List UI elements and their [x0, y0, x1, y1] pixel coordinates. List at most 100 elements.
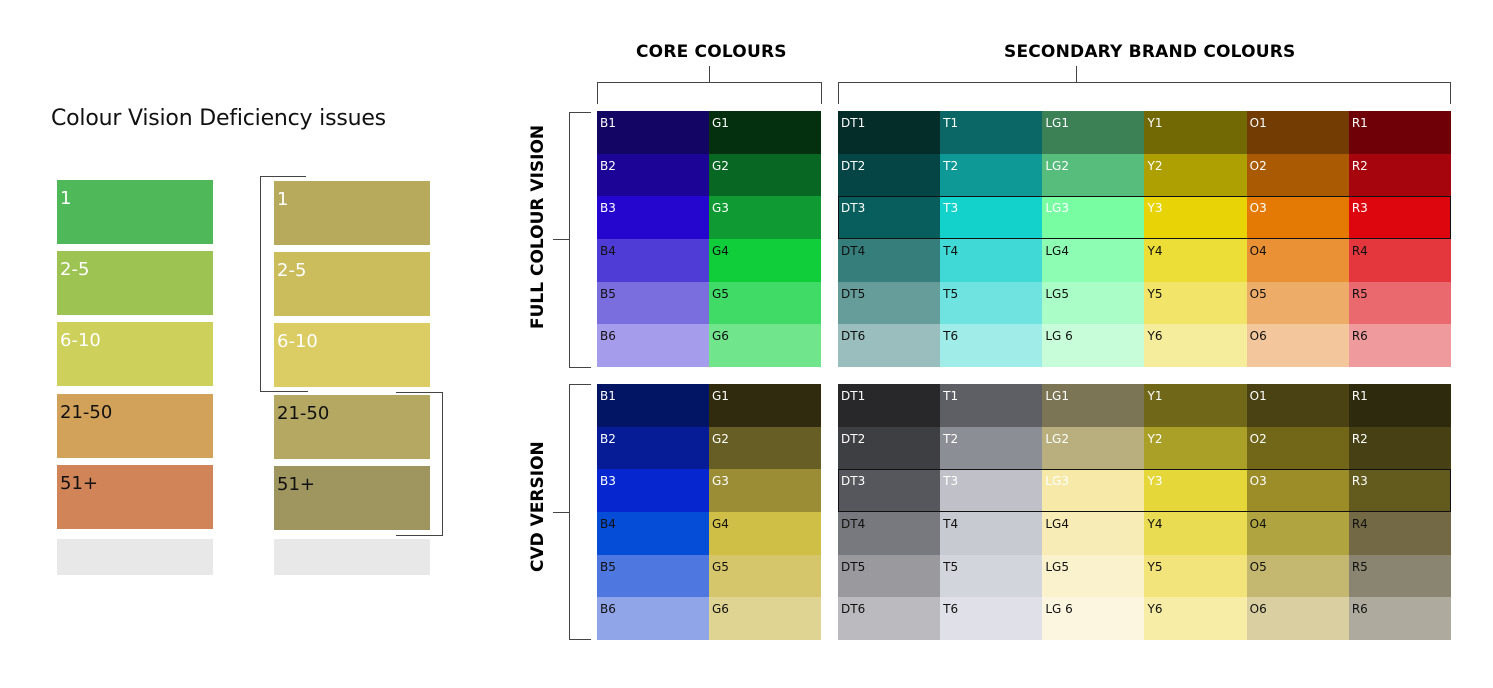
swatch-o2: O2	[1246, 153, 1349, 197]
swatch-lg3: LG3	[1042, 469, 1145, 513]
swatch-lg2: LG2	[1042, 153, 1145, 197]
swatch-b4: B4	[597, 512, 709, 555]
legend-bar: 2-5	[57, 251, 213, 315]
swatch-o4: O4	[1246, 512, 1349, 555]
swatch-g6: G6	[709, 597, 821, 641]
legend-bar: 21-50	[57, 394, 213, 458]
swatch-g4: G4	[709, 512, 821, 555]
swatch-dt4: DT4	[838, 512, 941, 555]
swatch-lg6: LG 6	[1042, 597, 1145, 641]
swatch-t4: T4	[940, 239, 1043, 282]
legend-bar	[274, 539, 430, 575]
swatch-lg2: LG2	[1042, 426, 1145, 470]
swatch-lg1: LG1	[1042, 111, 1145, 154]
swatch-o2: O2	[1246, 426, 1349, 470]
full-secondary-swatch-grid: DT1 T1 LG1 Y1 O1 R1 DT2 T2 LG2 Y2 O2 R2 DT3 T3 LG3 Y3 O3…	[838, 111, 1451, 368]
swatch-o5: O5	[1246, 281, 1349, 325]
swatch-t3: T3	[940, 196, 1043, 240]
swatch-t3: T3	[940, 469, 1043, 513]
legend-bar: 51+	[274, 466, 430, 530]
core-colours-heading: CORE COLOURS	[636, 42, 787, 62]
swatch-y2: Y2	[1144, 153, 1247, 197]
legend-bar: 51+	[57, 465, 213, 529]
legend-bar: 1	[274, 181, 430, 245]
swatch-dt4: DT4	[838, 239, 941, 282]
legend-bar: 21-50	[274, 395, 430, 459]
swatch-y5: Y5	[1144, 554, 1247, 598]
swatch-r3: R3	[1348, 196, 1451, 240]
legend-bar	[57, 539, 213, 575]
swatch-t4: T4	[940, 512, 1043, 555]
swatch-y6: Y6	[1144, 597, 1247, 641]
swatch-lg6: LG 6	[1042, 324, 1145, 368]
swatch-t6: T6	[940, 597, 1043, 641]
swatch-dt6: DT6	[838, 324, 941, 368]
swatch-t1: T1	[940, 384, 1043, 427]
swatch-g4: G4	[709, 239, 821, 282]
cvd-version-label: CVD VERSION	[528, 441, 548, 572]
swatch-dt2: DT2	[838, 426, 941, 470]
swatch-y3: Y3	[1144, 469, 1247, 513]
swatch-b1: B1	[597, 111, 709, 154]
swatch-o6: O6	[1246, 324, 1349, 368]
full-colour-vision-label: FULL COLOUR VISION	[528, 124, 548, 329]
swatch-dt2: DT2	[838, 153, 941, 197]
swatch-o5: O5	[1246, 554, 1349, 598]
swatch-r6: R6	[1348, 597, 1451, 641]
swatch-b5: B5	[597, 281, 709, 325]
swatch-o6: O6	[1246, 597, 1349, 641]
swatch-t1: T1	[940, 111, 1043, 154]
swatch-b4: B4	[597, 239, 709, 282]
swatch-t5: T5	[940, 554, 1043, 598]
swatch-b3: B3	[597, 196, 709, 240]
swatch-g3: G3	[709, 469, 821, 513]
swatch-dt6: DT6	[838, 597, 941, 641]
swatch-b1: B1	[597, 384, 709, 427]
swatch-dt3: DT3	[838, 469, 941, 513]
swatch-t2: T2	[940, 426, 1043, 470]
swatch-b5: B5	[597, 554, 709, 598]
swatch-lg5: LG5	[1042, 281, 1145, 325]
swatch-b2: B2	[597, 153, 709, 197]
swatch-b2: B2	[597, 426, 709, 470]
swatch-t5: T5	[940, 281, 1043, 325]
legend-bar: 6-10	[274, 323, 430, 387]
swatch-r2: R2	[1348, 426, 1451, 470]
swatch-t2: T2	[940, 153, 1043, 197]
swatch-t6: T6	[940, 324, 1043, 368]
cvd-secondary-swatch-grid: DT1 T1 LG1 Y1 O1 R1 DT2 T2 LG2 Y2 O2 R2 DT3 T3 LG3 Y3 O3…	[838, 384, 1451, 641]
swatch-r5: R5	[1348, 554, 1451, 598]
legend-bar: 1	[57, 180, 213, 244]
swatch-lg3: LG3	[1042, 196, 1145, 240]
swatch-y5: Y5	[1144, 281, 1247, 325]
swatch-dt5: DT5	[838, 281, 941, 325]
swatch-g5: G5	[709, 554, 821, 598]
swatch-r1: R1	[1348, 384, 1451, 427]
swatch-y1: Y1	[1144, 111, 1247, 154]
swatch-g1: G1	[709, 384, 821, 427]
swatch-y1: Y1	[1144, 384, 1247, 427]
swatch-r1: R1	[1348, 111, 1451, 154]
swatch-lg5: LG5	[1042, 554, 1145, 598]
full-core-swatch-grid: B1 G1 B2 G2 B3 G3 B4 G4 B5 G5 B6 G6	[597, 111, 821, 368]
legend-bar: 2-5	[274, 252, 430, 316]
swatch-o1: O1	[1246, 384, 1349, 427]
swatch-dt1: DT1	[838, 384, 941, 427]
swatch-dt3: DT3	[838, 196, 941, 240]
swatch-y6: Y6	[1144, 324, 1247, 368]
swatch-dt1: DT1	[838, 111, 941, 154]
swatch-y4: Y4	[1144, 239, 1247, 282]
swatch-g3: G3	[709, 196, 821, 240]
swatch-lg4: LG4	[1042, 239, 1145, 282]
swatch-dt5: DT5	[838, 554, 941, 598]
swatch-g2: G2	[709, 426, 821, 470]
swatch-o4: O4	[1246, 239, 1349, 282]
swatch-y4: Y4	[1144, 512, 1247, 555]
swatch-o3: O3	[1246, 469, 1349, 513]
swatch-r5: R5	[1348, 281, 1451, 325]
swatch-y2: Y2	[1144, 426, 1247, 470]
swatch-r3: R3	[1348, 469, 1451, 513]
swatch-r2: R2	[1348, 153, 1451, 197]
swatch-r4: R4	[1348, 239, 1451, 282]
swatch-o1: O1	[1246, 111, 1349, 154]
